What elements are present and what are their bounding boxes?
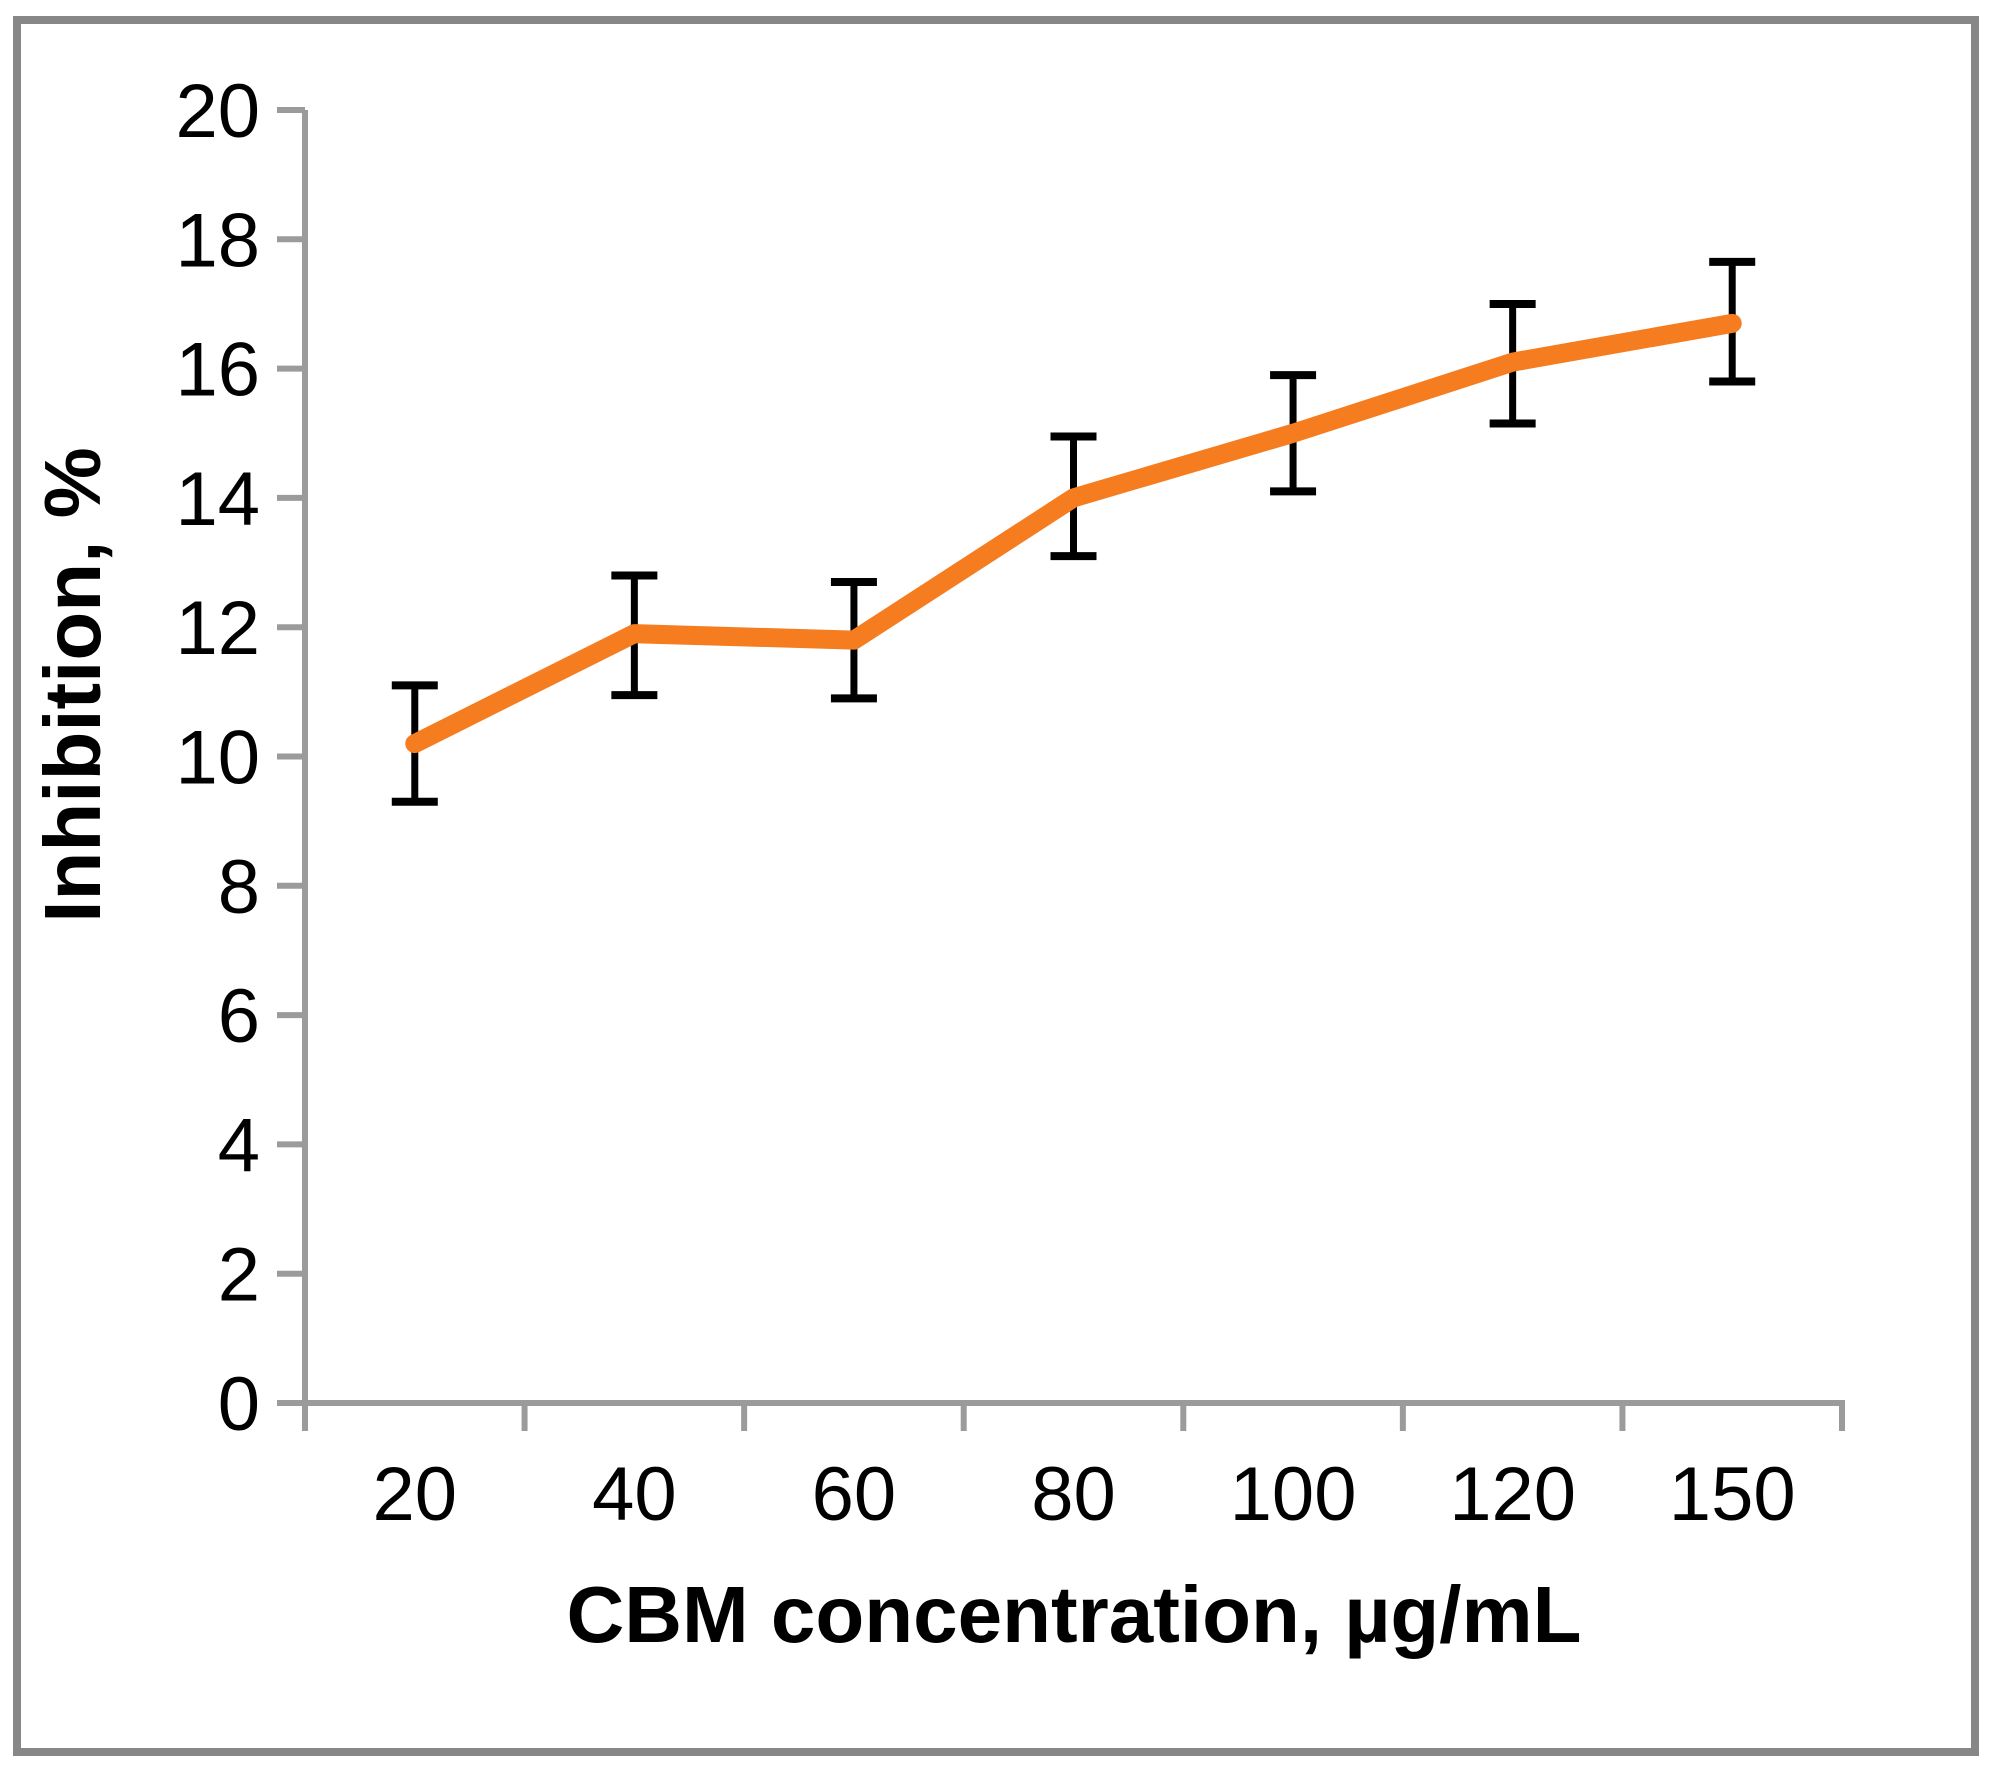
y-tick-label: 18 (175, 198, 260, 283)
x-tick-label: 150 (1669, 1452, 1796, 1537)
y-tick-label: 20 (175, 69, 260, 154)
x-tick-label: 120 (1449, 1452, 1576, 1537)
series-line (405, 313, 1742, 754)
chart-border (13, 16, 1979, 1756)
y-tick-label: 6 (218, 974, 260, 1059)
y-tick-label: 12 (175, 586, 260, 671)
x-tick-label: 40 (592, 1452, 677, 1537)
data-series-polyline (405, 313, 1742, 754)
x-tick-label: 80 (1031, 1452, 1116, 1537)
y-tick-label: 16 (175, 328, 260, 413)
x-tick-label: 100 (1230, 1452, 1357, 1537)
x-tick-label: 20 (373, 1452, 458, 1537)
y-tick-label: 0 (218, 1362, 260, 1447)
error-bars (391, 257, 1756, 806)
y-axis-title: Inhibition, % (28, 447, 117, 922)
tick-labels: 0 2 4 6 8 10 12 14 16 18 20 20 40 60 80 100 120 150 (175, 69, 1795, 1537)
y-tick-label: 2 (218, 1233, 260, 1318)
x-tick-label: 60 (812, 1452, 897, 1537)
y-tick-label: 4 (218, 1103, 260, 1188)
y-tick-label: 10 (175, 716, 260, 801)
x-axis-title: CBM concentration, µg/mL (567, 1570, 1582, 1659)
axes (277, 107, 1845, 1431)
y-tick-label: 8 (218, 845, 260, 930)
y-tick-label: 14 (175, 457, 260, 542)
